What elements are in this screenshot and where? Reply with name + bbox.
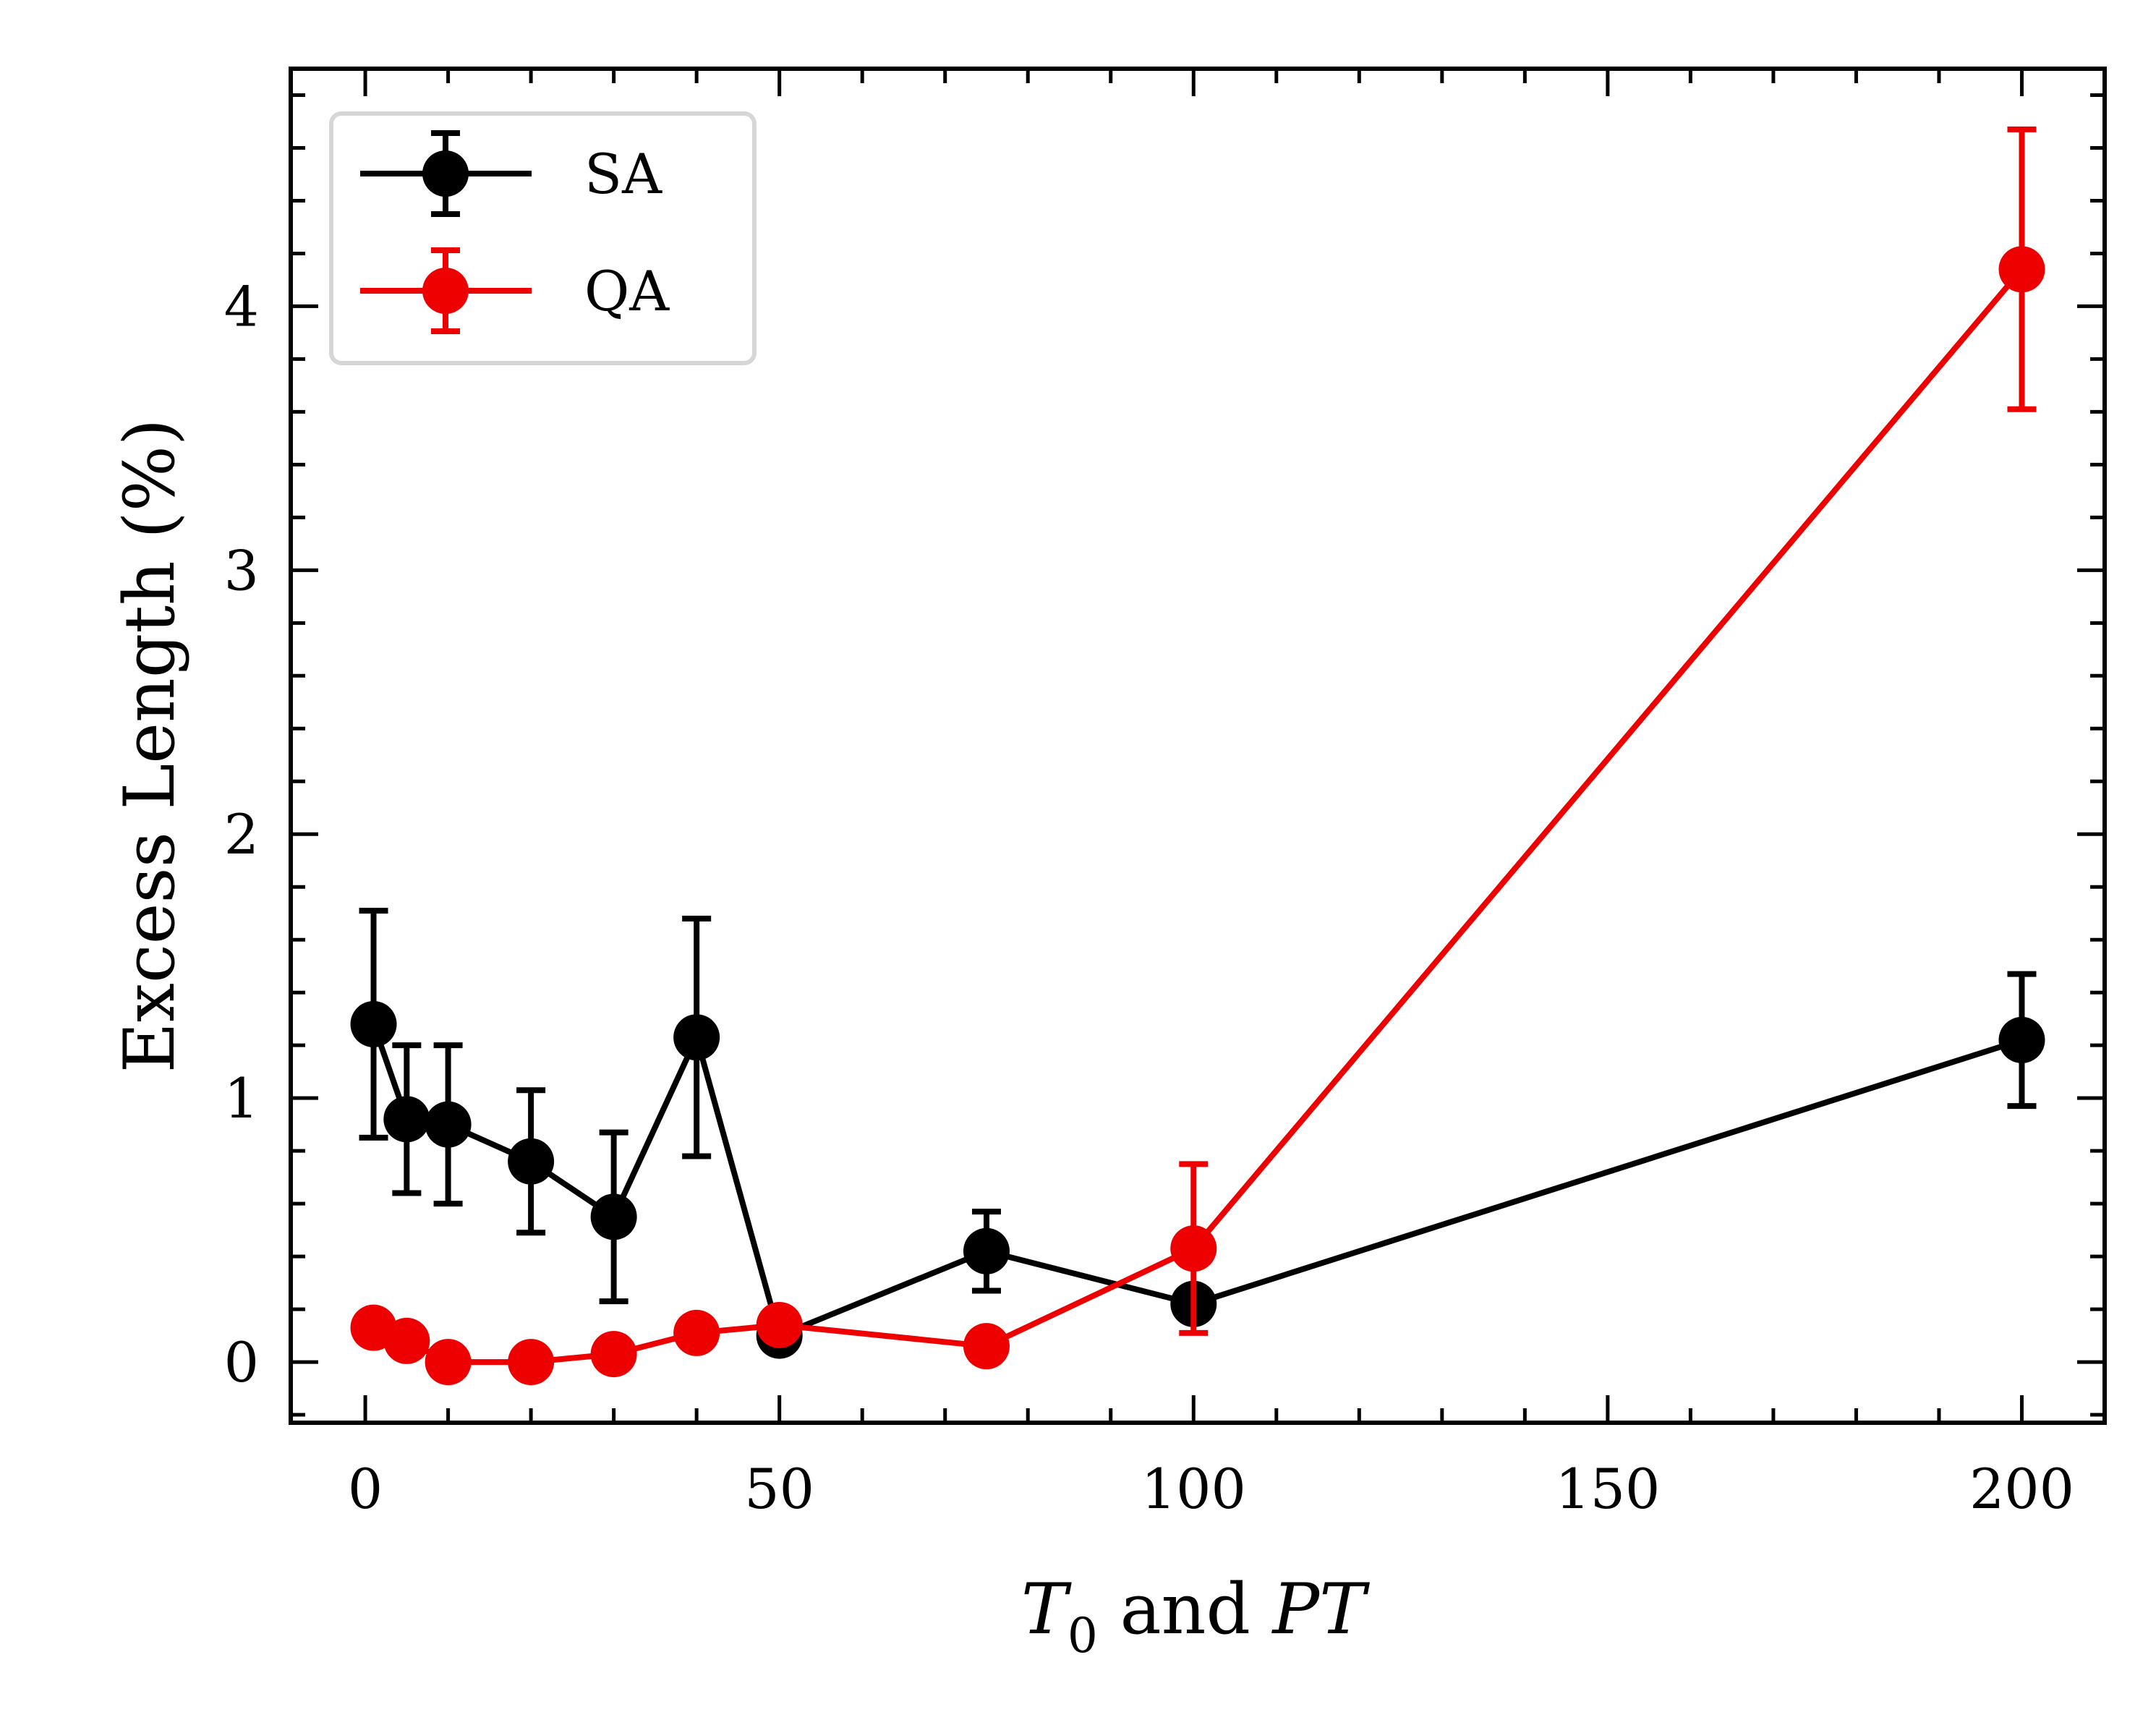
sa-point [383,1096,430,1143]
sa-point [963,1227,1010,1274]
x-axis-label-subscript: 0 [1068,1608,1098,1664]
x-tick-label: 50 [744,1457,814,1521]
legend-entry-sa: SA [360,130,662,217]
legend-marker-qa [422,268,469,314]
sa-point [350,1000,397,1047]
x-axis-label-t: T [1021,1569,1072,1650]
sa-point [673,1014,720,1061]
x-axis-label-and: and [1098,1569,1273,1650]
x-axis-label: T0 and PT [1021,1569,1370,1664]
qa-point [508,1339,555,1386]
x-tick-label: 100 [1141,1457,1246,1521]
qa-point [673,1309,720,1356]
sa-point [425,1101,472,1148]
legend-label-qa: QA [584,259,670,323]
y-axis-label: Excess Length (%) [109,419,190,1073]
sa-point [590,1193,637,1240]
qa-point [590,1331,637,1378]
qa-point [383,1317,430,1364]
ticks-layer: 0 50 100 150 200 0 1 2 3 4 [224,69,2107,1521]
sa-series [350,908,2045,1359]
x-tick-label: 0 [348,1457,383,1521]
y-tick-label: 0 [224,1330,259,1395]
x-tick-label: 200 [1969,1457,2074,1521]
sa-point [1998,1016,2045,1063]
x-axis-label-pt: PT [1271,1569,1370,1650]
qa-point [1998,246,2045,293]
legend: SA QA [329,111,757,365]
legend-label-sa: SA [584,142,662,206]
y-tick-label: 2 [224,802,259,867]
qa-point [425,1339,472,1386]
sa-point [508,1138,555,1185]
qa-series-line [372,267,2024,1366]
qa-point [756,1301,803,1348]
legend-box [329,111,757,365]
series-layer [350,126,2045,1386]
y-tick-label: 3 [224,538,259,603]
legend-entry-qa: QA [360,247,670,334]
plot-frame [289,67,2107,1425]
legend-marker-sa [422,150,469,197]
x-tick-label: 150 [1555,1457,1660,1521]
qa-series [350,126,2045,1386]
qa-point [1170,1225,1217,1272]
legend-entries: SA QA [360,130,670,334]
y-tick-label: 4 [224,274,259,339]
qa-point [963,1323,1010,1370]
y-tick-label: 1 [224,1066,259,1131]
